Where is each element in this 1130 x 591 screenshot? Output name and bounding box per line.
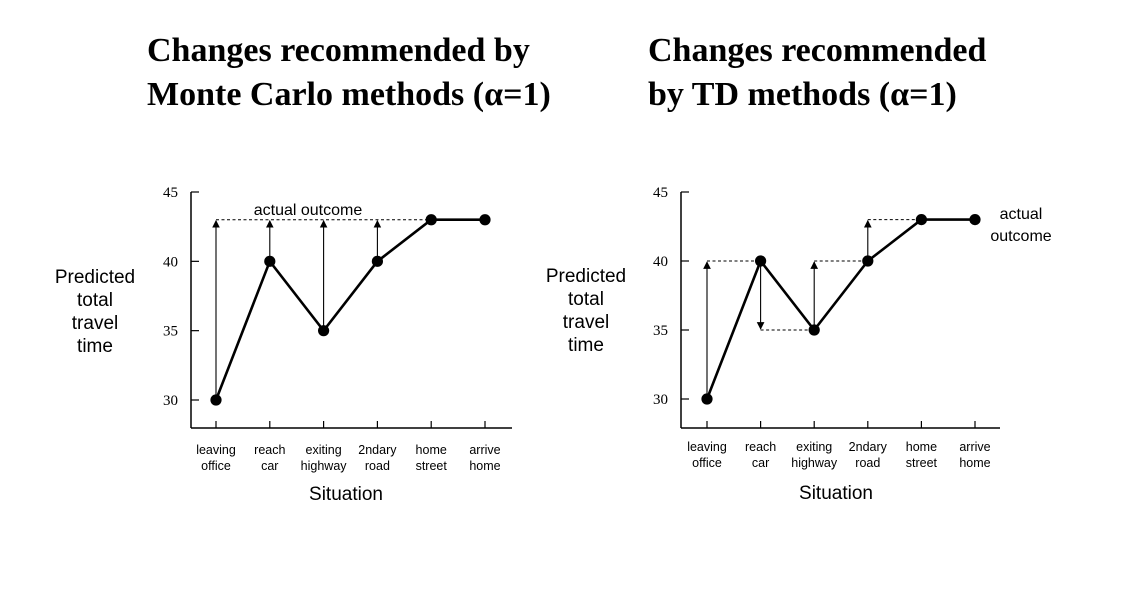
x-axis-title: Situation (309, 484, 383, 505)
y-tick-label: 45 (163, 185, 178, 201)
x-tick-label: car (261, 459, 278, 473)
data-point (479, 214, 491, 226)
y-tick-label: 35 (163, 324, 178, 340)
title-line: Changes recommended by (147, 32, 530, 69)
prediction-line (705, 218, 975, 400)
x-tick-label: arrive (469, 443, 500, 457)
outcome-annotation: actual outcome (254, 202, 363, 219)
y-tick-label: 30 (163, 393, 178, 409)
y-tick-label: 40 (653, 254, 668, 270)
x-tick-label: home (906, 440, 937, 454)
x-tick-label: reach (254, 443, 285, 457)
x-tick-label: exiting (796, 440, 832, 454)
x-tick-label: office (201, 459, 231, 473)
x-tick-label: leaving (687, 440, 727, 454)
y-axis-title: travel (563, 312, 609, 333)
data-point (862, 255, 874, 267)
data-point (701, 393, 713, 405)
x-tick-label: exiting (306, 443, 342, 457)
x-tick-label: street (416, 459, 448, 473)
y-tick-label: 35 (653, 323, 668, 339)
y-axis-title: time (568, 335, 604, 356)
x-tick-label: reach (745, 440, 776, 454)
data-point (210, 394, 222, 406)
x-tick-label: 2ndary (849, 440, 888, 454)
title-line: Monte Carlo methods (α=1) (147, 76, 551, 113)
x-tick-label: highway (301, 459, 348, 473)
x-tick-label: office (692, 456, 722, 470)
y-axis-title: Predicted (546, 266, 626, 287)
y-axis-title: time (77, 336, 113, 357)
title-line: Changes recommended (648, 32, 987, 69)
x-tick-label: arrive (959, 440, 990, 454)
prediction-line (214, 218, 485, 401)
y-axis-title: total (77, 290, 113, 311)
data-point (264, 255, 276, 267)
y-tick-label: 45 (653, 185, 668, 201)
x-tick-label: home (959, 456, 990, 470)
x-tick-label: highway (791, 456, 838, 470)
x-tick-label: home (469, 459, 500, 473)
chart-title-td: Changes recommended by TD methods (α=1) (648, 29, 986, 117)
x-tick-label: leaving (196, 443, 236, 457)
chart-title-monte-carlo: Changes recommended by Monte Carlo metho… (147, 29, 551, 117)
x-tick-label: road (365, 459, 390, 473)
x-tick-label: home (416, 443, 447, 457)
outcome-annotation: outcome (990, 228, 1051, 245)
x-tick-label: street (906, 456, 938, 470)
y-axis-title: total (568, 289, 604, 310)
data-point (808, 324, 820, 336)
data-point (915, 214, 928, 226)
data-point (371, 255, 383, 267)
title-line: by TD methods (α=1) (648, 76, 957, 113)
x-tick-label: 2ndary (358, 443, 397, 457)
y-tick-label: 40 (163, 254, 178, 270)
y-axis-title: Predicted (55, 267, 135, 288)
outcome-annotation: actual (1000, 206, 1043, 223)
data-point (969, 214, 981, 226)
data-point (318, 325, 330, 337)
x-tick-label: road (855, 456, 880, 470)
y-tick-label: 30 (653, 392, 668, 408)
data-point (755, 255, 767, 267)
y-axis-title: travel (72, 313, 118, 334)
x-axis-title: Situation (799, 483, 873, 504)
data-point (425, 214, 437, 226)
x-tick-label: car (752, 456, 769, 470)
